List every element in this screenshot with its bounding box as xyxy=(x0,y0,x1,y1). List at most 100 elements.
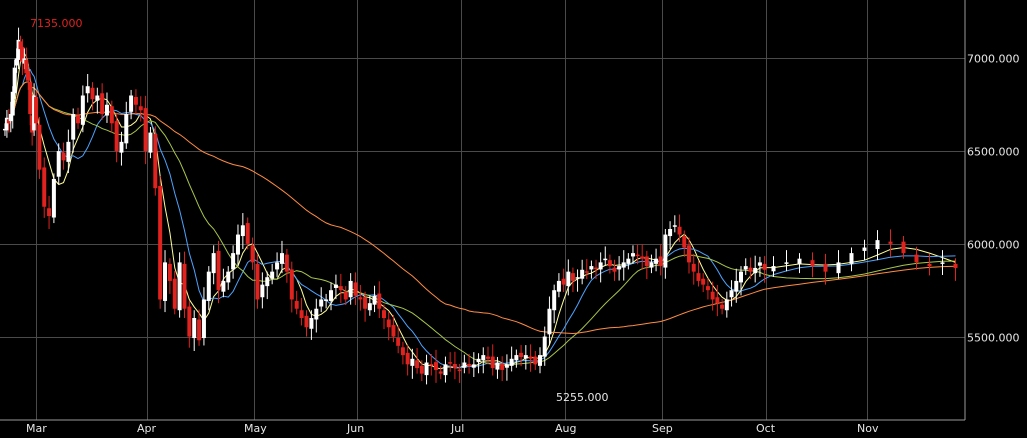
axes xyxy=(0,0,966,421)
candle-body xyxy=(687,245,691,263)
candle-body xyxy=(710,291,715,300)
candle-body xyxy=(940,262,945,264)
candle-body xyxy=(419,365,424,374)
candle-body xyxy=(594,267,599,270)
candle-body xyxy=(504,364,509,368)
y-tick-labels: 7000.000 6500.000 6000.000 5500.000 xyxy=(967,53,1020,345)
candle-body xyxy=(849,253,854,264)
x-tick-label: Jun xyxy=(346,422,364,435)
ma-5-line xyxy=(4,52,956,370)
candle-body xyxy=(28,82,33,115)
candle-body xyxy=(104,104,109,116)
candle-body xyxy=(953,263,958,268)
candle-body xyxy=(309,318,314,329)
candle-body xyxy=(630,253,635,257)
candle-body xyxy=(61,152,66,161)
candle-body xyxy=(109,106,114,124)
candle-body xyxy=(8,114,13,122)
candle-body xyxy=(724,299,729,311)
candle-body xyxy=(51,178,56,218)
candle-body xyxy=(490,356,495,369)
candle-body xyxy=(343,291,348,300)
candle-body xyxy=(644,256,649,267)
candle-body xyxy=(24,59,29,74)
candle-body xyxy=(353,282,358,296)
candle-body xyxy=(901,241,906,254)
candle-body xyxy=(405,352,410,365)
candle-body xyxy=(391,325,396,337)
x-tick-label: Mar xyxy=(26,422,47,435)
candle-body xyxy=(172,278,177,309)
candle-body xyxy=(255,263,260,300)
candle-body xyxy=(862,247,867,251)
candle-body xyxy=(56,151,61,177)
candle-body xyxy=(192,318,197,339)
candle-body xyxy=(415,360,420,369)
candle-body xyxy=(284,254,289,272)
candle-body xyxy=(177,262,182,311)
candle-body xyxy=(348,280,353,298)
candle-body xyxy=(739,271,743,283)
candle-body xyxy=(240,225,245,237)
candle-body xyxy=(221,280,226,292)
candle-body xyxy=(37,124,42,170)
candle-body xyxy=(481,355,486,361)
candle-body xyxy=(533,356,538,365)
candle-body xyxy=(715,297,720,304)
candle-body xyxy=(500,364,505,370)
candle-body xyxy=(333,284,338,288)
candle-body xyxy=(748,267,753,272)
candle-body xyxy=(400,347,405,356)
candle-body xyxy=(621,262,626,268)
candle-body xyxy=(216,250,221,291)
candle-body xyxy=(762,263,767,270)
candle-body xyxy=(658,256,663,267)
candle-body xyxy=(270,271,275,279)
y-tick-label: 7000.000 xyxy=(967,53,1020,66)
candle-body xyxy=(429,364,434,366)
candle-body xyxy=(649,262,654,268)
candle-body xyxy=(197,319,202,341)
candle-body xyxy=(570,273,575,281)
candle-body xyxy=(617,266,622,270)
candle-body xyxy=(654,258,659,264)
candle-body xyxy=(696,273,701,281)
candle-body xyxy=(635,254,640,257)
high-annotation: 7135.000 xyxy=(30,17,83,30)
candle-body xyxy=(538,355,542,366)
candle-body xyxy=(158,185,163,300)
candle-body xyxy=(753,267,758,274)
candle-body xyxy=(90,87,95,100)
candle-body xyxy=(26,71,31,81)
candle-body xyxy=(6,119,11,124)
candle-body xyxy=(358,297,363,300)
candle-body xyxy=(80,95,85,125)
candle-body xyxy=(810,260,815,267)
candle-body xyxy=(603,258,608,261)
candle-body xyxy=(836,262,841,274)
candle-body xyxy=(476,358,481,363)
candle-body xyxy=(138,106,143,111)
x-tick-label: May xyxy=(244,422,267,435)
candle-body xyxy=(434,362,438,370)
candle-body xyxy=(187,306,192,337)
y-tick-label: 5500.000 xyxy=(967,332,1020,345)
candle-body xyxy=(245,223,250,244)
candle-body xyxy=(784,262,789,264)
candle-body xyxy=(18,41,23,50)
candle-body xyxy=(148,132,153,153)
candle-body xyxy=(114,121,119,152)
candle-body xyxy=(691,263,696,272)
candle-body xyxy=(757,262,762,266)
candle-body xyxy=(201,299,206,339)
candle-body xyxy=(797,258,802,264)
candle-body xyxy=(182,263,187,309)
candle-body xyxy=(523,355,528,359)
candle-body xyxy=(71,114,76,140)
candle-body xyxy=(100,93,105,115)
candle-body xyxy=(457,369,462,372)
candle-body xyxy=(552,290,557,311)
candle-body xyxy=(556,280,561,292)
candle-body xyxy=(682,236,687,248)
candle-body xyxy=(589,266,594,270)
